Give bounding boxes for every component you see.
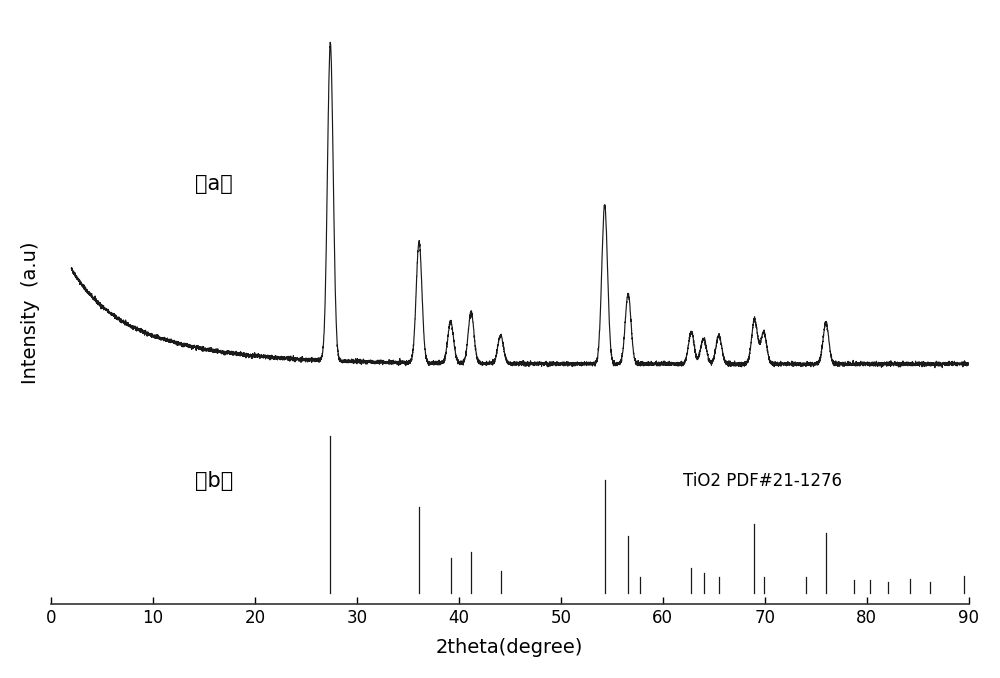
Text: TiO2 PDF#21-1276: TiO2 PDF#21-1276 xyxy=(683,472,842,490)
Text: （b）: （b） xyxy=(195,471,233,491)
Y-axis label: Intensity  (a.u): Intensity (a.u) xyxy=(21,241,40,384)
Text: （a）: （a） xyxy=(195,174,233,193)
X-axis label: 2theta(degree): 2theta(degree) xyxy=(436,638,583,657)
